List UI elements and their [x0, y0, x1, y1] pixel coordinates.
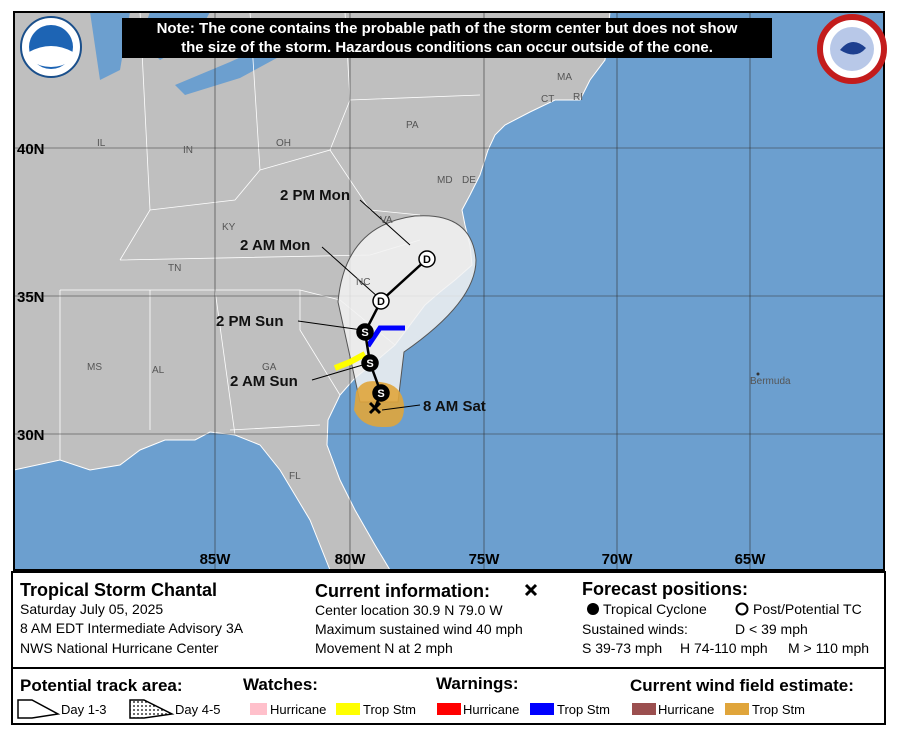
hurricane-warning-swatch — [437, 703, 461, 715]
state-label: AL — [152, 365, 165, 376]
marker-circle — [361, 354, 379, 372]
current-heading: Current information: — [315, 581, 490, 601]
state-label: KY — [222, 222, 236, 233]
marker-letter: S — [377, 388, 384, 400]
advisory: 8 AM EDT Intermediate Advisory 3A — [20, 620, 244, 636]
wind-class: S 39-73 mph — [582, 640, 662, 656]
note-line: the size of the storm. Hazardous conditi… — [181, 39, 713, 56]
noaa-logo — [20, 16, 82, 78]
state-label: PA — [406, 120, 419, 131]
marker-letter: D — [423, 254, 431, 266]
day13-icon — [17, 699, 61, 719]
tropical-storm-warning — [365, 325, 405, 348]
note-line: Note: The cone contains the probable pat… — [157, 20, 738, 37]
marker-circle — [372, 292, 390, 310]
state-label: DE — [462, 175, 476, 186]
state-label: IL — [97, 138, 106, 149]
place-label: Bermuda — [750, 376, 791, 387]
forecast-item: Post/Potential TC — [753, 601, 862, 617]
track-heading: Potential track area: — [20, 676, 183, 695]
center: NWS National Hurricane Center — [20, 640, 219, 656]
sustained-heading: Sustained winds: — [582, 621, 688, 637]
state-label: MS — [87, 362, 102, 373]
ts-watch-swatch — [336, 703, 360, 715]
state-label: NC — [356, 277, 370, 288]
state-label: MD — [437, 175, 453, 186]
lat-label: 35N — [17, 289, 45, 306]
tc-icon — [587, 603, 599, 615]
map-frame — [13, 11, 885, 571]
state-label: CT — [541, 94, 554, 105]
watches-heading: Watches: — [243, 675, 318, 694]
wind-class: H 74-110 mph — [680, 640, 768, 656]
date: Saturday July 05, 2025 — [20, 601, 163, 617]
current-line: Center location 30.9 N 79.0 W — [315, 602, 503, 618]
ptc-icon — [735, 602, 749, 616]
place-dot — [756, 372, 760, 376]
lon-label: 75W — [469, 551, 501, 568]
current-line: Movement N at 2 mph — [315, 640, 453, 656]
track-markers: S S S D D — [356, 250, 436, 402]
wind-heading: Current wind field estimate: — [630, 676, 854, 695]
track-item: Day 4-5 — [175, 702, 221, 717]
hurricane-wind-swatch — [632, 703, 656, 715]
marker-circle — [356, 323, 374, 341]
warning-item: Hurricane — [463, 702, 519, 717]
wind-class: D < 39 mph — [735, 621, 808, 637]
day45-icon — [129, 699, 175, 719]
watch-item: Trop Stm — [363, 702, 416, 717]
time-label: 8 AM Sat — [423, 398, 486, 415]
marker-letter: D — [377, 296, 385, 308]
lon-label: 65W — [735, 551, 767, 568]
wind-item: Hurricane — [658, 702, 714, 717]
lon-label: 80W — [335, 551, 367, 568]
time-label: 2 AM Sun — [230, 373, 298, 390]
track-item: Day 1-3 — [61, 702, 107, 717]
hurricane-watch-swatch — [250, 703, 267, 715]
state-label: OH — [276, 138, 291, 149]
ts-warning-swatch — [530, 703, 554, 715]
map: S S S D D 40N 35N 30N 85W 80W 75W 70W 65W IL IN OH PA KY… — [14, 12, 884, 570]
current-position — [368, 401, 382, 415]
map-labels: 40N 35N 30N 85W 80W 75W 70W 65W IL IN OH PA KY TN MS AL… — [17, 72, 791, 568]
time-label: 2 PM Sun — [216, 313, 284, 330]
warning-item: Trop Stm — [557, 702, 610, 717]
lon-label: 85W — [200, 551, 232, 568]
info-panel — [11, 571, 886, 725]
marker-circle — [372, 384, 390, 402]
state-label: IN — [183, 145, 193, 156]
ts-wind-swatch — [725, 703, 749, 715]
time-label: 2 AM Mon — [240, 237, 310, 254]
lat-label: 40N — [17, 141, 45, 158]
lon-label: 70W — [602, 551, 634, 568]
warnings-heading: Warnings: — [436, 674, 518, 693]
marker-letter: S — [361, 327, 368, 339]
state-label: MA — [557, 72, 572, 83]
wind-class: M > 110 mph — [788, 640, 869, 656]
marker-circle — [418, 250, 436, 268]
tropical-storm-watch — [333, 351, 367, 371]
state-label: VA — [380, 215, 393, 226]
nws-logo — [817, 14, 887, 84]
current-line: Maximum sustained wind 40 mph — [315, 621, 523, 637]
state-label: FL — [289, 471, 301, 482]
note-box — [122, 18, 772, 58]
current-icon — [524, 583, 538, 597]
watch-item: Hurricane — [270, 702, 326, 717]
leader-lines — [297, 199, 421, 411]
state-label: TN — [168, 263, 181, 274]
lat-label: 30N — [17, 427, 45, 444]
marker-letter: S — [366, 358, 373, 370]
forecast-heading: Forecast positions: — [582, 579, 748, 599]
lake — [90, 12, 130, 80]
time-label: 2 PM Mon — [280, 187, 350, 204]
forecast-item: Tropical Cyclone — [603, 601, 707, 617]
state-label: GA — [262, 362, 277, 373]
wind-item: Trop Stm — [752, 702, 805, 717]
storm-name: Tropical Storm Chantal — [20, 580, 217, 600]
state-label: RI — [573, 92, 583, 103]
